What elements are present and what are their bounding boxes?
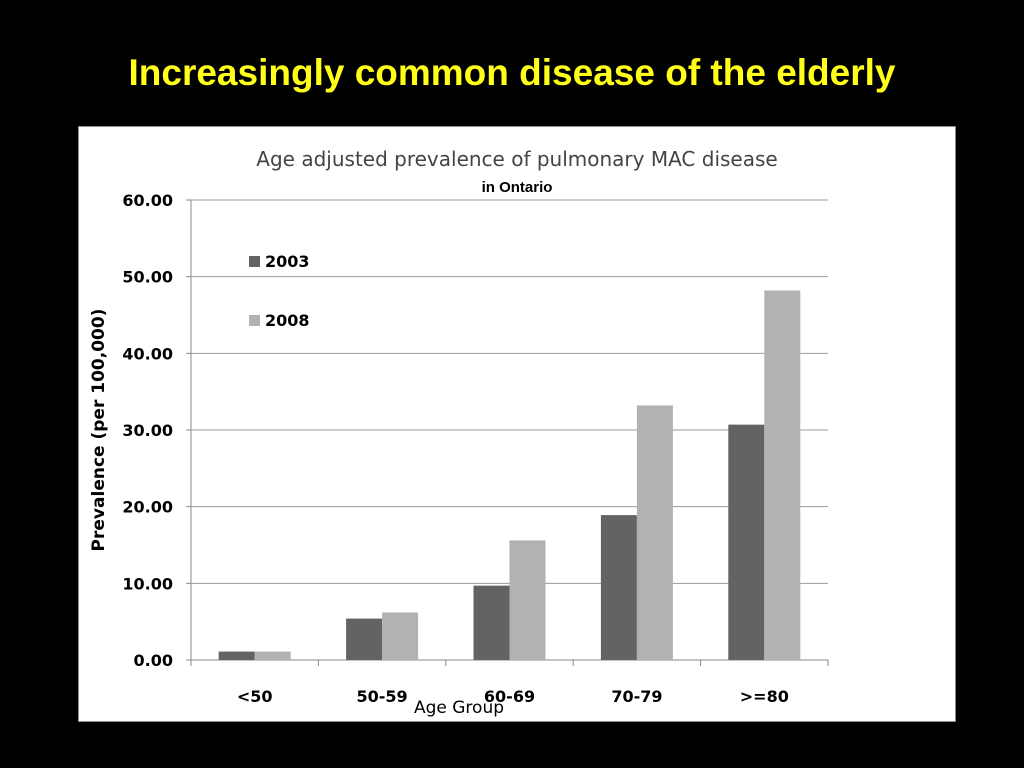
x-tick-label: 60-69 [484,687,535,706]
bar-2008-50-59 [382,612,419,660]
bar-2008-70-79 [636,405,673,660]
bar-2003-60-69 [473,585,510,660]
y-tick-label: 30.00 [122,421,173,440]
chart-subtitle: in Ontario [481,179,553,196]
x-tick-label: <50 [237,687,273,706]
bar-2003-50-59 [346,618,383,660]
legend-swatch-2003 [249,256,260,267]
chart-title: Age adjusted prevalence of pulmonary MAC… [256,147,778,171]
y-tick-label: 60.00 [122,191,173,210]
slide-title: Increasingly common disease of the elder… [128,52,896,93]
x-axis-title: Age Group [414,698,504,718]
bar-2008-60-69 [509,540,546,660]
legend-swatch-2008 [249,315,260,326]
bar-2003->=80 [728,424,765,660]
bar-2008->=80 [764,290,801,660]
x-tick-label: 50-59 [357,687,408,706]
y-tick-label: 10.00 [122,574,173,593]
x-tick-label: 70-79 [611,687,662,706]
y-tick-label: 40.00 [122,344,173,363]
y-tick-label: 0.00 [134,651,173,670]
y-axis-title: Prevalence (per 100,000) [89,309,109,552]
bar-2003-<50 [218,651,255,660]
bar-2003-70-79 [600,515,637,660]
y-tick-label: 50.00 [122,268,173,287]
chart-panel: 0.00 10.00 20.00 30.00 40.00 50.00 60.00 <50 50-… [78,126,956,722]
legend-label: 2003 [265,252,310,271]
legend-label: 2008 [265,311,310,330]
x-tick-label: >=80 [740,687,789,706]
bar-2008-<50 [254,651,291,660]
bar-chart: 0.00 10.00 20.00 30.00 40.00 50.00 60.00 <50 50-… [89,191,829,718]
y-tick-label: 20.00 [122,498,173,517]
